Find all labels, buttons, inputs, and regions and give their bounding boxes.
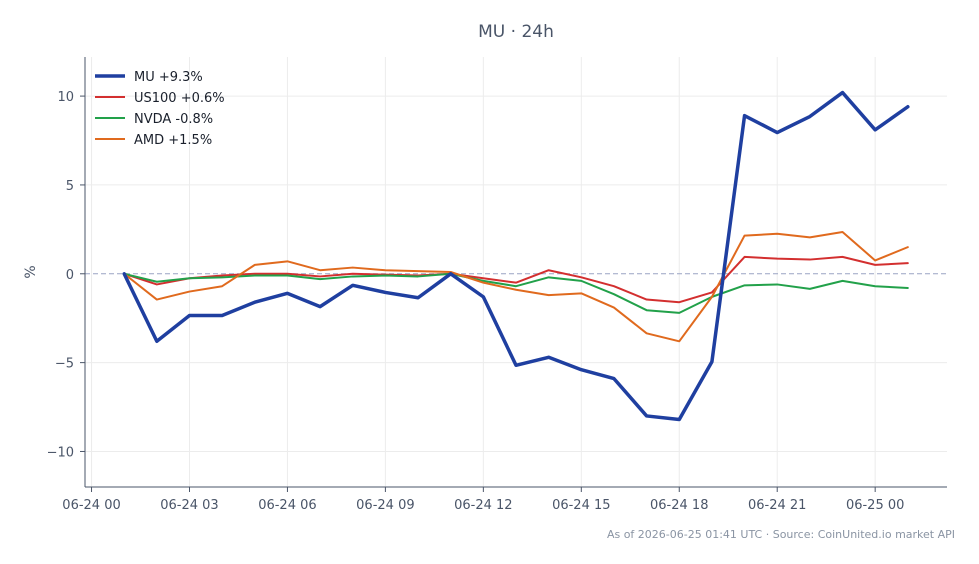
legend-label-amd: AMD +1.5% xyxy=(134,133,212,148)
legend-label-nvda: NVDA -0.8% xyxy=(134,112,213,127)
legend: MU +9.3% US100 +0.6% NVDA -0.8% AMD +1.5% xyxy=(95,70,225,148)
series-line-amd xyxy=(123,231,909,343)
y-tick-label: −10 xyxy=(47,445,74,460)
y-tick-label: 0 xyxy=(66,268,74,283)
axes xyxy=(84,57,947,488)
series-lines xyxy=(122,90,910,422)
x-tick-label: 06-25 00 xyxy=(846,498,904,513)
x-tick-label: 06-24 21 xyxy=(748,498,806,513)
footer-source: As of 2026-06-25 01:41 UTC · Source: Coi… xyxy=(607,528,955,541)
chart-title: MU · 24h xyxy=(478,22,554,42)
series-line-nvda xyxy=(123,272,909,314)
x-tick-label: 06-24 00 xyxy=(62,498,120,513)
y-axis-label: % xyxy=(23,265,39,278)
x-tick-label: 06-24 15 xyxy=(552,498,610,513)
x-tick-label: 06-24 03 xyxy=(160,498,218,513)
grid-lines xyxy=(85,57,947,487)
legend-label-mu: MU +9.3% xyxy=(134,70,203,85)
y-axis-ticks: −10 −5 0 5 10 xyxy=(47,90,85,460)
series-line-mu xyxy=(122,90,910,422)
x-tick-label: 06-24 09 xyxy=(356,498,414,513)
y-tick-label: 5 xyxy=(66,179,74,194)
series-line-us100 xyxy=(123,255,909,304)
x-tick-label: 06-24 06 xyxy=(258,498,316,513)
y-tick-label: −5 xyxy=(55,357,74,372)
x-tick-label: 06-24 18 xyxy=(650,498,708,513)
y-tick-label: 10 xyxy=(57,90,74,105)
legend-label-us100: US100 +0.6% xyxy=(134,91,225,106)
x-tick-label: 06-24 12 xyxy=(454,498,512,513)
x-axis-ticks: 06-24 00 06-24 03 06-24 06 06-24 09 06-24 12… xyxy=(62,487,904,513)
